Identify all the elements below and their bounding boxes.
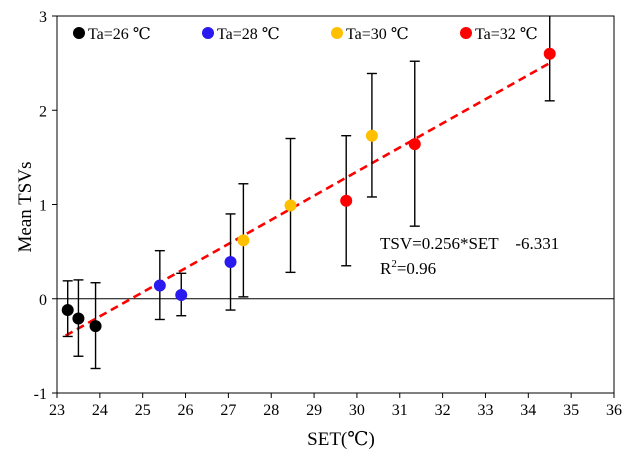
y-tick-label: 0 [39, 292, 47, 309]
x-tick-label: 34 [520, 402, 536, 419]
x-tick-label: 31 [392, 402, 408, 419]
legend: Ta=26 ℃ Ta=28 ℃ Ta=30 ℃ Ta=32 ℃ [73, 26, 538, 43]
data-point [89, 320, 102, 333]
x-tick-label: 35 [563, 402, 579, 419]
y-axis-ticks: -1 0 1 2 3 [34, 9, 57, 403]
legend-marker [460, 27, 472, 39]
x-tick-label: 27 [220, 402, 236, 419]
x-axis-label: SET(℃) [307, 429, 375, 450]
y-tick-label: 3 [39, 9, 47, 26]
error-bars [62, 16, 555, 370]
x-tick-label: 28 [263, 402, 279, 419]
data-point [237, 234, 250, 247]
fit-line-group [64, 61, 551, 337]
data-point [61, 304, 74, 317]
data-points [61, 47, 556, 333]
data-point [224, 255, 237, 268]
x-tick-label: 32 [435, 402, 451, 419]
x-tick-label: 25 [135, 402, 151, 419]
data-point [340, 194, 353, 207]
legend-label: Ta=28 ℃ [217, 26, 280, 43]
data-point [365, 129, 378, 142]
legend-marker [202, 27, 214, 39]
fit-equation: TSV=0.256*SET -6.331 [380, 234, 559, 253]
data-point [175, 288, 188, 301]
r-squared-suffix: =0.96 [397, 259, 436, 278]
x-tick-label: 29 [306, 402, 322, 419]
x-tick-label: 30 [349, 402, 365, 419]
r-squared: R2=0.96 [380, 258, 436, 278]
fit-line [64, 61, 551, 337]
y-tick-label: -1 [34, 386, 47, 403]
legend-marker [73, 27, 85, 39]
data-point [153, 279, 166, 292]
x-tick-label: 36 [606, 402, 622, 419]
data-point [284, 199, 297, 212]
y-axis-label: Mean TSVs [15, 162, 36, 253]
x-tick-label: 24 [92, 402, 108, 419]
r-squared-prefix: R [380, 259, 392, 278]
data-point [543, 47, 556, 60]
data-point [72, 312, 85, 325]
r-squared-superscript: 2 [391, 258, 397, 270]
data-point [408, 138, 421, 151]
legend-label: Ta=32 ℃ [475, 26, 538, 43]
x-tick-label: 23 [49, 402, 65, 419]
x-axis-ticks: 23 24 25 26 27 28 29 30 31 32 33 34 35 36 [49, 393, 622, 419]
legend-marker [331, 27, 343, 39]
y-tick-label: 1 [39, 198, 47, 215]
y-tick-label: 2 [39, 103, 47, 120]
legend-label: Ta=30 ℃ [346, 26, 409, 43]
x-tick-label: 26 [178, 402, 194, 419]
x-tick-label: 33 [477, 402, 493, 419]
legend-label: Ta=26 ℃ [88, 26, 151, 43]
